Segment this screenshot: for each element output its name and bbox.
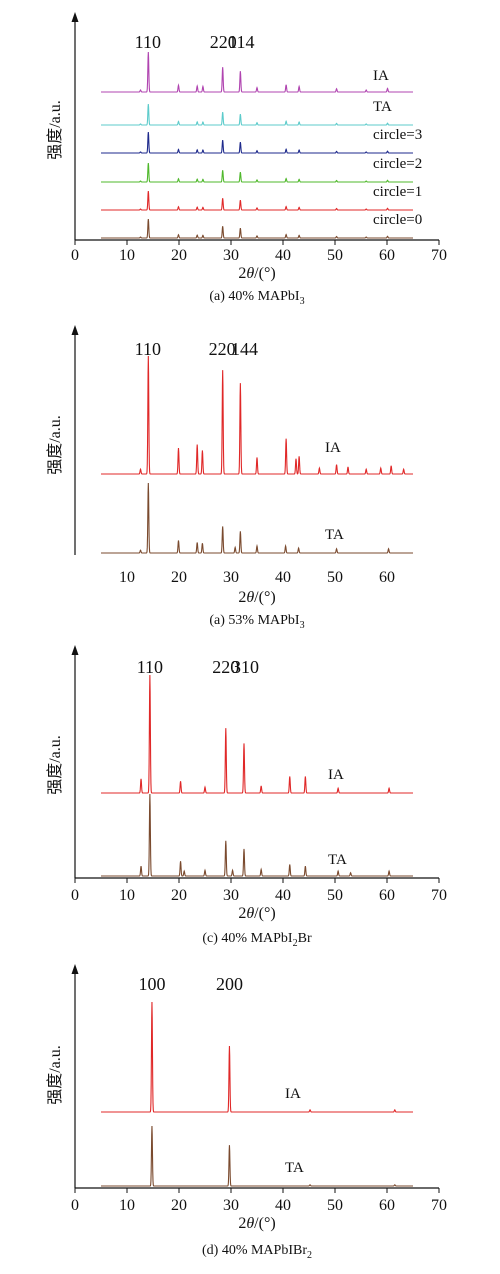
x-tick-label: 60	[379, 1197, 395, 1214]
x-tick-label: 40	[275, 1197, 291, 1214]
x-tick-label: 20	[171, 1197, 187, 1214]
x-tick-label: 30	[223, 569, 239, 586]
chart-panel-3: 0 10 20 30 40 50 60 70 2θ/(°) 强度/a.u. (c) 40% MAPb…	[46, 645, 447, 949]
x-tick-label: 50	[327, 887, 343, 904]
peak-label: 144	[231, 339, 258, 359]
peak-label: 100	[138, 974, 165, 994]
x-tick-label: 60	[379, 247, 395, 264]
series-line-ta	[101, 482, 413, 554]
series-label: circle=0	[373, 212, 422, 228]
y-axis-arrow-icon	[71, 645, 79, 655]
chart-panel-4: 0 10 20 30 40 50 60 70 2θ/(°) 强度/a.u. (d) 40% MAPb…	[46, 964, 447, 1261]
x-tick-label: 10	[119, 887, 135, 904]
x-tick-label: 40	[275, 247, 291, 264]
x-tick-label: 20	[171, 887, 187, 904]
series-line-ta	[101, 104, 413, 126]
x-axis-title: 2θ/(°)	[238, 589, 275, 606]
chart-panel-2: 10 20 30 40 50 60 2θ/(°) 强度/a.u. (a) 53% MAPbI3 T…	[46, 325, 413, 631]
x-tick-label: 0	[71, 887, 79, 904]
peak-label: 220	[209, 339, 236, 359]
x-tick-label: 40	[275, 569, 291, 586]
y-axis-title: 强度/a.u.	[46, 1045, 64, 1105]
peak-label: 220	[210, 32, 237, 52]
series-line-ta	[101, 1125, 413, 1187]
chart-panel-1: 0 10 20 30 40 50 60 70 2θ/(°) 强度/a.u. (a) 40% MAPb…	[46, 12, 447, 307]
series-line-ia	[101, 674, 413, 794]
series-label: circle=1	[373, 184, 422, 200]
series-label: IA	[285, 1086, 301, 1102]
series-label: TA	[373, 99, 392, 115]
chart-caption: (a) 53% MAPbI3	[209, 613, 304, 631]
y-axis-title: 强度/a.u.	[46, 415, 64, 475]
series-label: TA	[328, 852, 347, 868]
chart-caption: (d) 40% MAPbIBr2	[202, 1243, 312, 1261]
chart-caption: (a) 40% MAPbI3	[209, 289, 304, 307]
x-tick-label: 20	[171, 569, 187, 586]
x-tick-label: 30	[223, 247, 239, 264]
x-tick-label: 50	[327, 1197, 343, 1214]
peak-label: 110	[135, 339, 161, 359]
series-line-ta	[101, 793, 413, 877]
y-axis-arrow-icon	[71, 12, 79, 22]
peak-label: 110	[135, 32, 161, 52]
x-tick-label: 70	[431, 1197, 447, 1214]
x-tick-label: 10	[119, 247, 135, 264]
series-line-circle-1	[101, 190, 413, 211]
series-line-circle-0	[101, 218, 413, 239]
x-tick-label: 10	[119, 569, 135, 586]
y-axis-arrow-icon	[71, 964, 79, 974]
chart-caption: (c) 40% MAPbI2Br	[202, 931, 312, 949]
series-label: IA	[325, 440, 341, 456]
series-line-circle-2	[101, 162, 413, 183]
x-axis-title: 2θ/(°)	[238, 265, 275, 282]
series-label: circle=2	[373, 156, 422, 172]
series-label: TA	[325, 527, 344, 543]
series-label: circle=3	[373, 127, 422, 143]
x-tick-label: 20	[171, 247, 187, 264]
x-tick-label: 50	[327, 247, 343, 264]
series-label: TA	[285, 1160, 304, 1176]
x-tick-label: 30	[223, 1197, 239, 1214]
series-label: IA	[328, 767, 344, 783]
x-tick-label: 40	[275, 887, 291, 904]
y-axis-title: 强度/a.u.	[46, 735, 64, 795]
x-tick-label: 70	[431, 887, 447, 904]
x-tick-label: 30	[223, 887, 239, 904]
series-label: IA	[373, 68, 389, 84]
series-line-ia	[101, 355, 413, 475]
peak-label: 200	[216, 974, 243, 994]
series-line-ia	[101, 1001, 413, 1113]
peak-label: 310	[232, 657, 259, 677]
x-tick-label: 50	[327, 569, 343, 586]
series-line-ia	[101, 51, 413, 93]
peak-label: 110	[137, 657, 163, 677]
x-tick-label: 0	[71, 247, 79, 264]
x-tick-label: 60	[379, 887, 395, 904]
x-tick-label: 60	[379, 569, 395, 586]
x-tick-label: 0	[71, 1197, 79, 1214]
x-axis-title: 2θ/(°)	[238, 1215, 275, 1232]
x-tick-label: 10	[119, 1197, 135, 1214]
y-axis-title: 强度/a.u.	[46, 100, 64, 160]
peak-label: 220	[212, 657, 239, 677]
x-tick-label: 70	[431, 247, 447, 264]
series-line-circle-3	[101, 132, 413, 154]
x-axis-title: 2θ/(°)	[238, 905, 275, 922]
peak-label: 114	[228, 32, 254, 52]
y-axis-arrow-icon	[71, 325, 79, 335]
